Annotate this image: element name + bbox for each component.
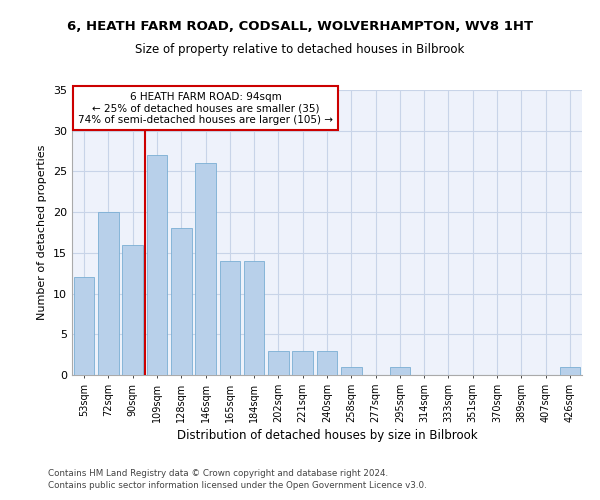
Bar (220, 261, 240, 375)
Text: Size of property relative to detached houses in Bilbrook: Size of property relative to detached ho… (136, 42, 464, 56)
Y-axis label: Number of detached properties: Number of detached properties (37, 145, 47, 320)
Bar (244, 261, 265, 375)
Bar (389, 367, 410, 375)
Bar (195, 164, 216, 375)
Text: Contains HM Land Registry data © Crown copyright and database right 2024.: Contains HM Land Registry data © Crown c… (48, 468, 388, 477)
Text: Contains public sector information licensed under the Open Government Licence v3: Contains public sector information licen… (48, 481, 427, 490)
X-axis label: Distribution of detached houses by size in Bilbrook: Distribution of detached houses by size … (176, 429, 478, 442)
Bar (122, 244, 143, 375)
Bar (341, 367, 362, 375)
Text: 6 HEATH FARM ROAD: 94sqm
← 25% of detached houses are smaller (35)
74% of semi-d: 6 HEATH FARM ROAD: 94sqm ← 25% of detach… (78, 92, 333, 125)
Bar (98, 212, 119, 375)
Bar (171, 228, 191, 375)
Bar (560, 367, 580, 375)
Bar (146, 155, 167, 375)
Bar (74, 278, 94, 375)
Bar (317, 350, 337, 375)
Bar (268, 350, 289, 375)
Bar (292, 350, 313, 375)
Text: 6, HEATH FARM ROAD, CODSALL, WOLVERHAMPTON, WV8 1HT: 6, HEATH FARM ROAD, CODSALL, WOLVERHAMPT… (67, 20, 533, 33)
